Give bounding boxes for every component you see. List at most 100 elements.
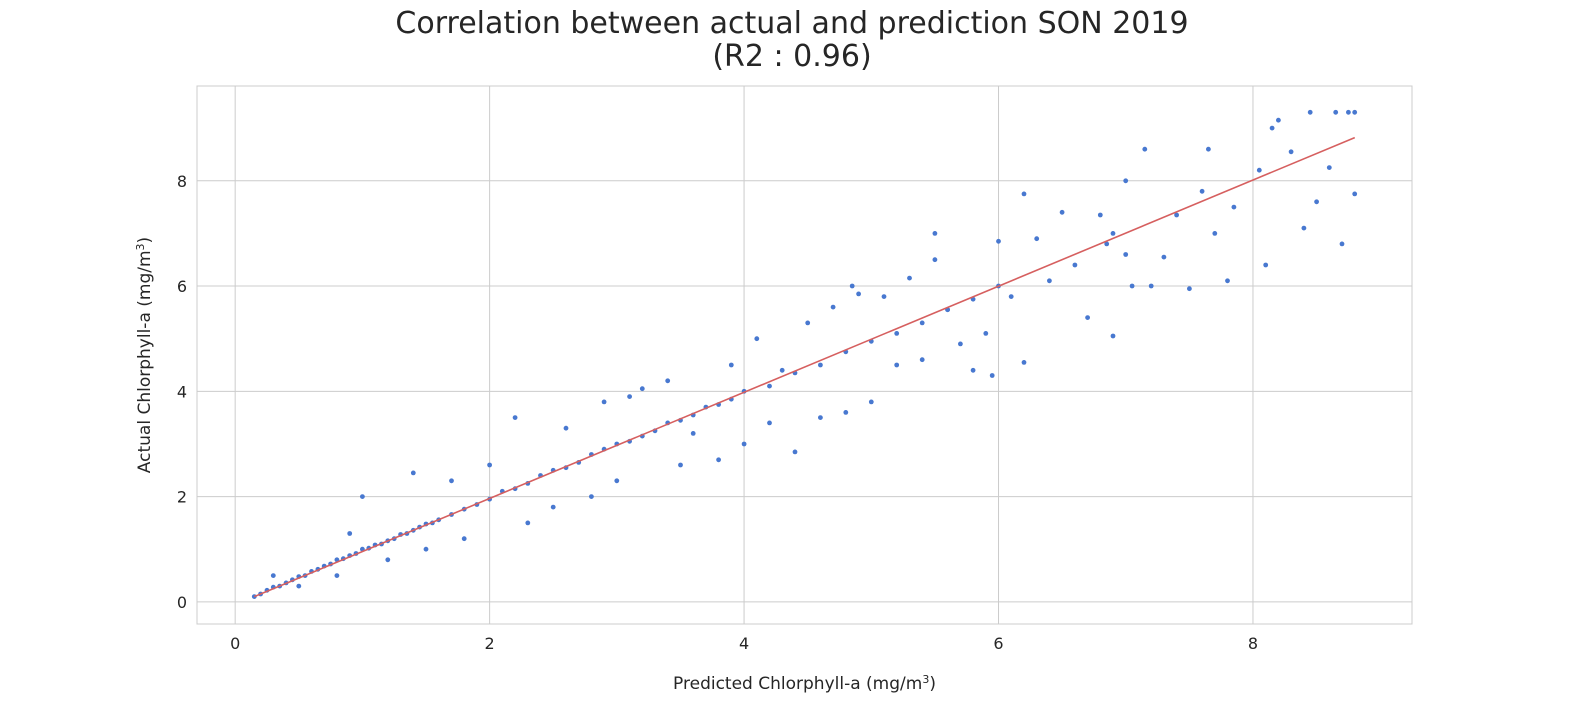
y-tick-label: 6	[177, 277, 187, 296]
data-point	[1276, 117, 1281, 123]
data-point	[589, 494, 594, 499]
x-tick-label: 0	[230, 634, 240, 653]
data-point	[818, 362, 823, 368]
data-point	[894, 331, 900, 336]
data-point	[1231, 204, 1237, 210]
chart-title: Correlation between actual and predictio…	[395, 6, 1189, 41]
x-tick-labels: 0 2 4 6 8	[230, 634, 1258, 653]
data-point	[461, 536, 467, 542]
data-point	[690, 431, 696, 436]
fit-line	[253, 136, 1356, 598]
data-point	[1307, 109, 1313, 115]
data-point	[1333, 109, 1339, 115]
data-point	[989, 373, 995, 378]
x-tick-label: 4	[739, 634, 749, 653]
data-point	[525, 520, 531, 526]
data-point	[1314, 199, 1319, 205]
data-point	[1301, 225, 1307, 231]
data-point	[1352, 109, 1358, 115]
y-tick-label: 0	[177, 593, 187, 612]
data-point	[334, 573, 340, 578]
data-point	[1187, 286, 1192, 292]
x-tick-label: 8	[1248, 634, 1258, 653]
data-point	[919, 320, 925, 326]
data-point	[1206, 146, 1211, 152]
x-tick-label: 6	[993, 634, 1003, 653]
data-point	[716, 457, 721, 463]
x-tick-label: 2	[485, 634, 495, 653]
data-point	[1263, 262, 1269, 268]
data-point	[601, 399, 607, 405]
data-point	[1225, 278, 1230, 284]
x-axis-label-text: Predicted Chlorphyll-a (mg/m	[673, 674, 922, 694]
data-point	[449, 478, 454, 484]
data-point	[1174, 212, 1179, 218]
data-point	[1346, 109, 1351, 115]
data-point	[932, 257, 938, 263]
data-point	[1123, 252, 1129, 257]
data-point	[563, 425, 569, 431]
data-point	[550, 504, 556, 510]
y-tick-label: 2	[177, 488, 187, 507]
data-point	[270, 573, 276, 578]
grid-lines	[197, 86, 1412, 624]
data-point	[843, 410, 849, 415]
data-point	[792, 449, 798, 455]
data-point	[423, 546, 429, 552]
x-axis-label-close: )	[929, 674, 936, 694]
data-point	[665, 378, 671, 384]
data-point	[856, 291, 861, 297]
data-point	[1256, 167, 1262, 173]
data-point	[296, 583, 302, 589]
data-point	[360, 494, 365, 499]
data-point	[1199, 188, 1205, 194]
data-point	[767, 420, 772, 426]
data-point	[1110, 333, 1116, 339]
data-point	[894, 362, 900, 368]
data-point	[1097, 212, 1103, 218]
data-point	[1326, 165, 1332, 171]
data-point	[805, 320, 811, 326]
data-point	[767, 383, 772, 389]
data-point	[1142, 146, 1148, 152]
data-point	[996, 238, 1001, 244]
data-point	[741, 441, 747, 447]
data-point	[1072, 262, 1078, 268]
data-point	[627, 394, 632, 399]
data-point	[410, 470, 416, 476]
data-point	[385, 557, 391, 563]
data-point	[1021, 191, 1027, 197]
data-points	[251, 109, 1358, 599]
y-axis-label: Actual Chlorphyll-a (mg/m3)	[134, 237, 156, 473]
data-point	[818, 415, 823, 420]
data-point	[1021, 360, 1027, 365]
data-point	[868, 399, 874, 405]
data-point	[970, 367, 976, 373]
data-point	[983, 331, 989, 336]
data-point	[614, 478, 620, 484]
data-point	[754, 336, 760, 342]
data-point	[1034, 236, 1040, 242]
data-point	[919, 357, 925, 363]
chart-subtitle: (R2 : 0.96)	[712, 39, 872, 74]
y-tick-labels: 0 2 4 6 8	[177, 172, 187, 612]
data-point	[728, 362, 734, 368]
y-axis-label-close: )	[135, 237, 155, 244]
data-point	[1148, 283, 1154, 289]
y-axis-label-sup: 3	[134, 243, 147, 250]
data-point	[1288, 149, 1294, 155]
data-point	[958, 341, 963, 347]
data-point	[1047, 278, 1052, 284]
data-point	[1085, 315, 1090, 320]
data-point	[347, 531, 353, 536]
x-axis-label: Predicted Chlorphyll-a (mg/m3)	[673, 673, 936, 695]
data-point	[1110, 231, 1116, 236]
x-axis-label-sup: 3	[922, 673, 929, 686]
data-point	[1269, 125, 1275, 131]
data-point	[830, 304, 836, 310]
data-point	[779, 367, 785, 373]
y-tick-label: 8	[177, 172, 187, 191]
data-point	[849, 283, 855, 289]
data-point	[1352, 191, 1358, 197]
